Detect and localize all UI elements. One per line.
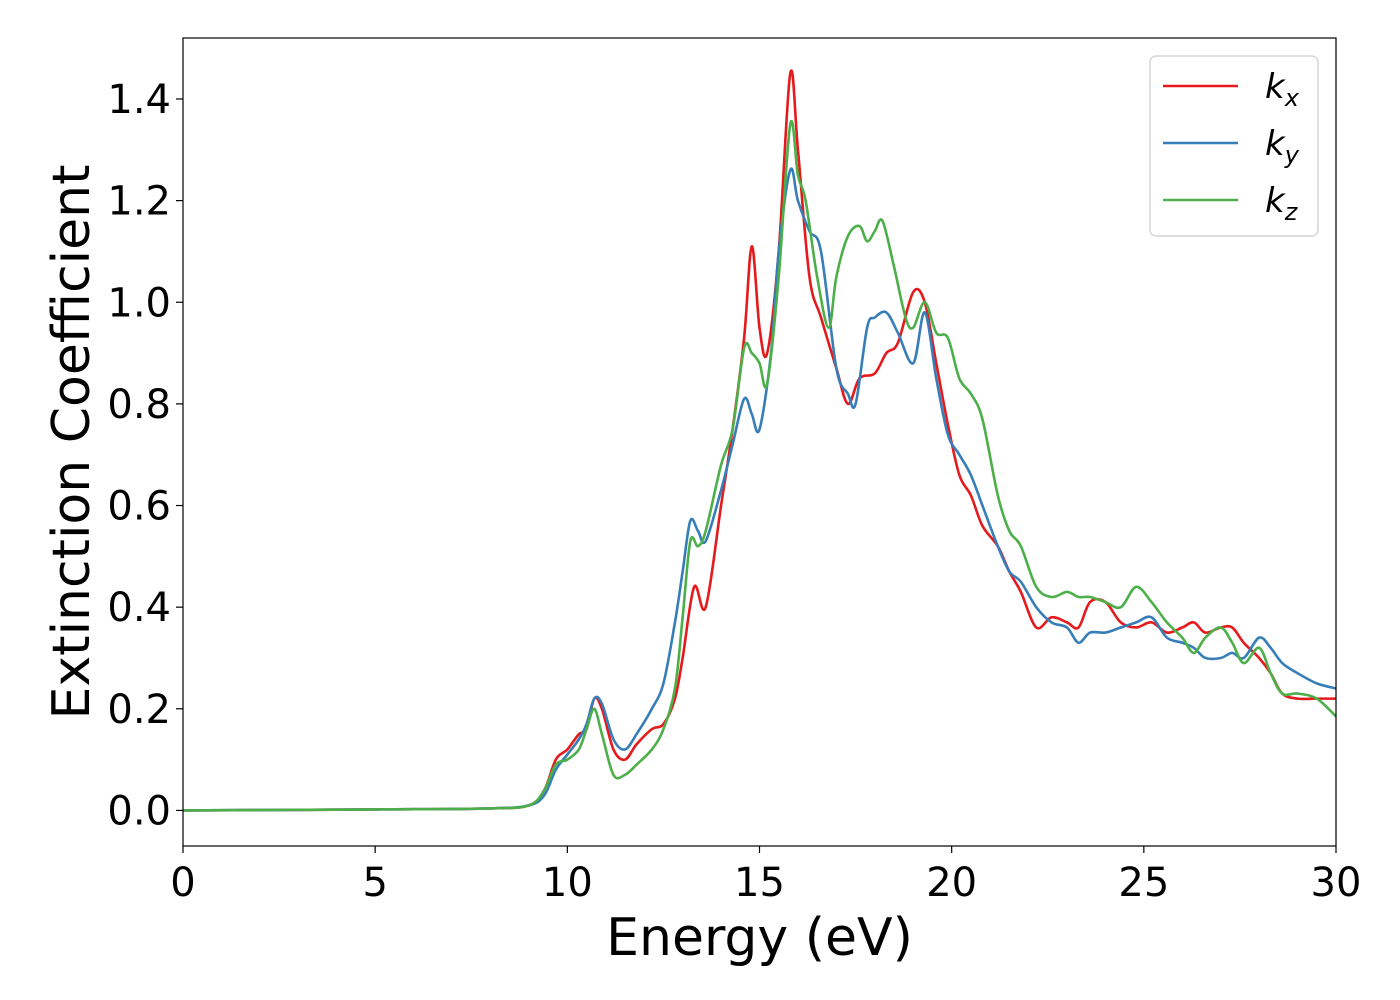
y-tick-label: 1.2 — [107, 179, 171, 225]
series-line-kz — [183, 120, 1336, 812]
x-axis-title: Energy (eV) — [606, 908, 913, 968]
y-axis-title: Extinction Coefficient — [42, 165, 102, 720]
x-tick-label: 30 — [1311, 860, 1362, 906]
legend-box — [1149, 55, 1319, 237]
series-line-ky — [183, 167, 1336, 812]
y-tick-label: 0.6 — [107, 484, 171, 530]
y-axis-ticks: 0.0 0.2 0.4 0.6 0.8 1.0 1.2 1.4 — [107, 77, 183, 834]
x-tick-label: 25 — [1118, 860, 1169, 906]
y-tick-label: 0.0 — [107, 788, 171, 834]
series-line-kx — [183, 69, 1336, 812]
x-tick-label: 0 — [170, 860, 195, 906]
y-tick-label: 1.4 — [107, 77, 171, 123]
y-tick-label: 0.8 — [107, 382, 171, 428]
x-tick-label: 10 — [542, 860, 593, 906]
x-axis-ticks: 0 5 10 15 20 25 30 — [170, 846, 1361, 906]
y-tick-label: 0.4 — [107, 585, 171, 631]
y-tick-label: 1.0 — [107, 280, 171, 326]
series-layer — [183, 69, 1336, 812]
x-tick-label: 20 — [926, 860, 977, 906]
y-tick-label: 0.2 — [107, 687, 171, 733]
x-tick-label: 15 — [734, 860, 785, 906]
x-tick-label: 5 — [362, 860, 387, 906]
